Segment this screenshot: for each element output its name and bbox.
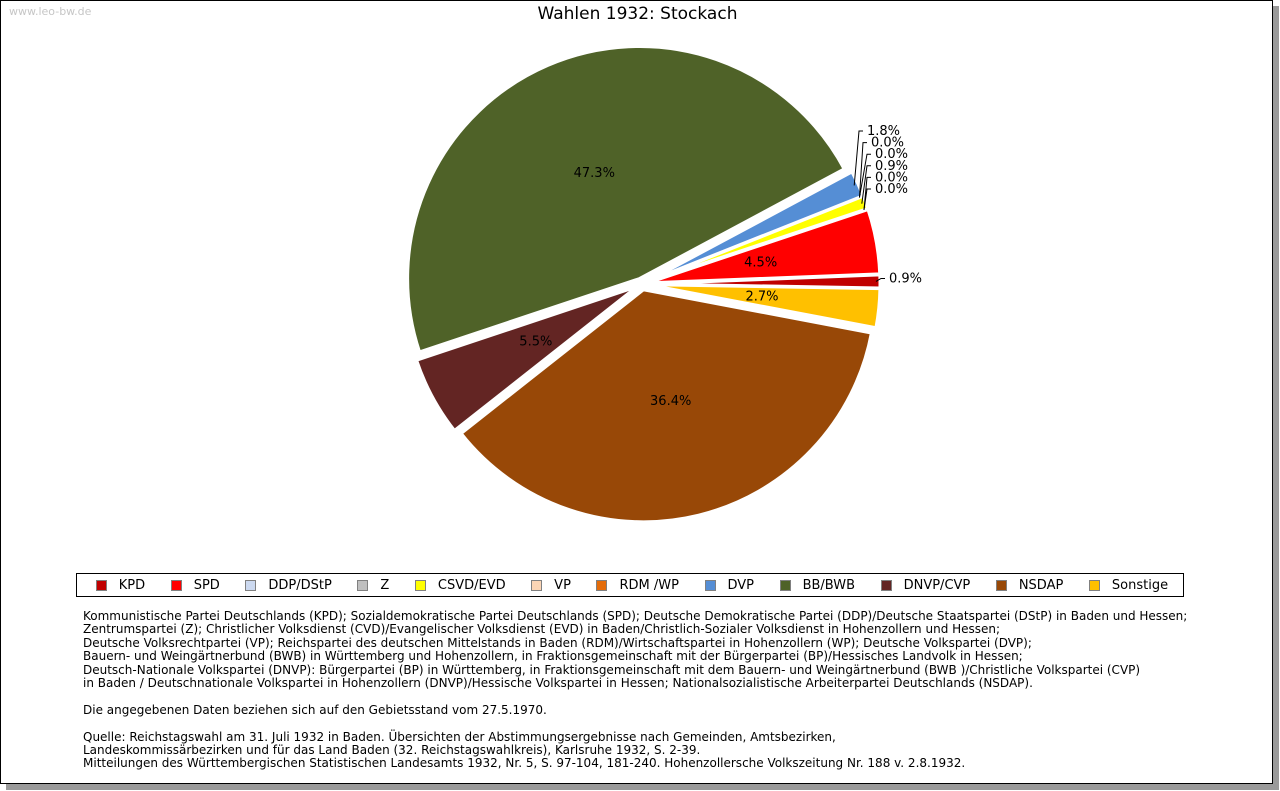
legend-swatch (531, 579, 543, 591)
legend-item: VP (531, 578, 571, 593)
legend-swatch (995, 579, 1007, 591)
pie-slice (647, 283, 882, 330)
party-note-line: in Baden / Deutschnationale Volkspartei … (83, 676, 1033, 691)
source-note-line: Mitteilungen des Württembergischen Stati… (83, 756, 966, 771)
slice-label: 0.0% (871, 136, 904, 151)
slice-label: 0.0% (875, 182, 908, 197)
slice-label: 0.9% (875, 159, 908, 174)
party-note-line: Zentrumspartei (Z); Christlicher Volksdi… (83, 622, 1001, 637)
legend-swatch (779, 579, 791, 591)
slice-label: 5.5% (519, 334, 552, 349)
slice-label: 4.5% (744, 255, 777, 270)
legend-label: SPD (193, 577, 220, 593)
territory-note: Die angegebenen Daten beziehen sich auf … (83, 702, 547, 717)
source-note-line: Quelle: Reichstagswahl am 31. Juli 1932 … (83, 729, 836, 744)
legend-swatch (880, 579, 892, 591)
legend-swatch (245, 579, 257, 591)
legend-swatch (596, 579, 608, 591)
watermark: www.leo-bw.de (9, 5, 92, 18)
chart-title: Wahlen 1932: Stockach (537, 4, 738, 24)
legend-item: DDP/DStP (245, 577, 332, 593)
legend-item: Sonstige (1088, 577, 1169, 593)
legend-swatch (95, 579, 107, 591)
legend-item: NSDAP (995, 577, 1064, 593)
leader-line (858, 153, 871, 198)
legend-label: NSDAP (1018, 577, 1064, 593)
party-note-line: Deutsch-Nationale Volkspartei (DNVP): Bü… (83, 662, 1141, 677)
slice-label: 1.8% (867, 124, 900, 139)
legend-label: BB/BWB (802, 577, 856, 593)
leader-line (863, 176, 871, 211)
leader-line (863, 188, 871, 211)
pie-slice (406, 44, 847, 354)
legend-label: RDM /WP (619, 577, 679, 593)
legend-swatch (170, 579, 182, 591)
party-note-line: Deutsche Volksrechtpartei (VP); Reichspa… (83, 635, 1032, 650)
slice-label: 0.0% (875, 147, 908, 162)
pie-slice (414, 285, 638, 433)
legend-item: RDM /WP (596, 577, 679, 593)
legend-swatch (704, 579, 716, 591)
leader-line (853, 130, 863, 186)
legend-label: CSVD/EVD (437, 577, 506, 593)
legend-item: KPD (95, 577, 146, 593)
legend-item: CSVD/EVD (414, 577, 506, 593)
legend-item: Z (357, 578, 389, 593)
legend: KPD SPD DDP/DStP Z CSVD/EVD VP RDM /WP DVP BB/BW… (76, 573, 1184, 597)
source-note-line: Landeskommissärbezirken und für das Land… (83, 743, 701, 758)
legend-label: DDP/DStP (268, 577, 332, 593)
pie-slice (459, 288, 874, 524)
party-note-line: Bauern- und Weingärtnerbund (BWB) in Wür… (83, 649, 1023, 664)
legend-swatch (357, 579, 369, 591)
leader-line (861, 165, 871, 204)
slice-label: 0.0% (875, 170, 908, 185)
legend-item: DNVP/CVP (880, 577, 971, 593)
legend-label: DVP (727, 577, 755, 593)
leader-line (875, 277, 885, 282)
leader-line (858, 142, 867, 198)
legend-item: SPD (170, 577, 220, 593)
pie-chart: 4.5%47.3%5.5%36.4%2.7%1.8%0.0%0.0%0.9%0.… (406, 44, 922, 524)
slice-label: 47.3% (574, 166, 615, 181)
legend-item: BB/BWB (779, 577, 856, 593)
slice-label: 2.7% (745, 289, 778, 304)
legend-label: KPD (118, 577, 146, 593)
legend-label: Sonstige (1111, 577, 1169, 593)
legend-swatch (1088, 579, 1100, 591)
legend-label: Z (380, 577, 390, 593)
legend-item: DVP (704, 577, 755, 593)
legend-label: DNVP/CVP (903, 577, 971, 593)
legend-label: VP (554, 577, 571, 593)
slice-label: 36.4% (650, 394, 691, 409)
slice-label: 0.9% (889, 271, 922, 286)
legend-swatch (414, 579, 426, 591)
notes: Kommunistische Partei Deutschlands (KPD)… (83, 609, 1223, 771)
party-note-line: Kommunistische Partei Deutschlands (KPD)… (83, 609, 1188, 623)
